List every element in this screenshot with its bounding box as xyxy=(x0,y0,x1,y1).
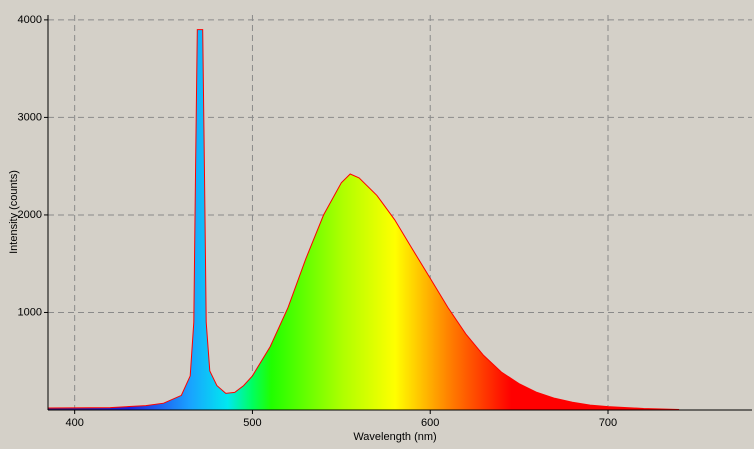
x-axis-label: Wavelength (nm) xyxy=(353,431,436,443)
y-axis-label: Intensity (counts) xyxy=(8,170,20,254)
x-tick-label: 700 xyxy=(599,417,617,429)
y-tick-label: 2000 xyxy=(18,209,42,221)
x-tick-label: 400 xyxy=(65,417,83,429)
spectrum-line xyxy=(47,29,680,410)
x-tick-label: 600 xyxy=(421,417,439,429)
y-tick-label: 3000 xyxy=(18,111,42,123)
x-tick-label: 500 xyxy=(243,417,261,429)
y-tick-label: 4000 xyxy=(18,14,42,26)
y-tick-label: 1000 xyxy=(18,306,42,318)
